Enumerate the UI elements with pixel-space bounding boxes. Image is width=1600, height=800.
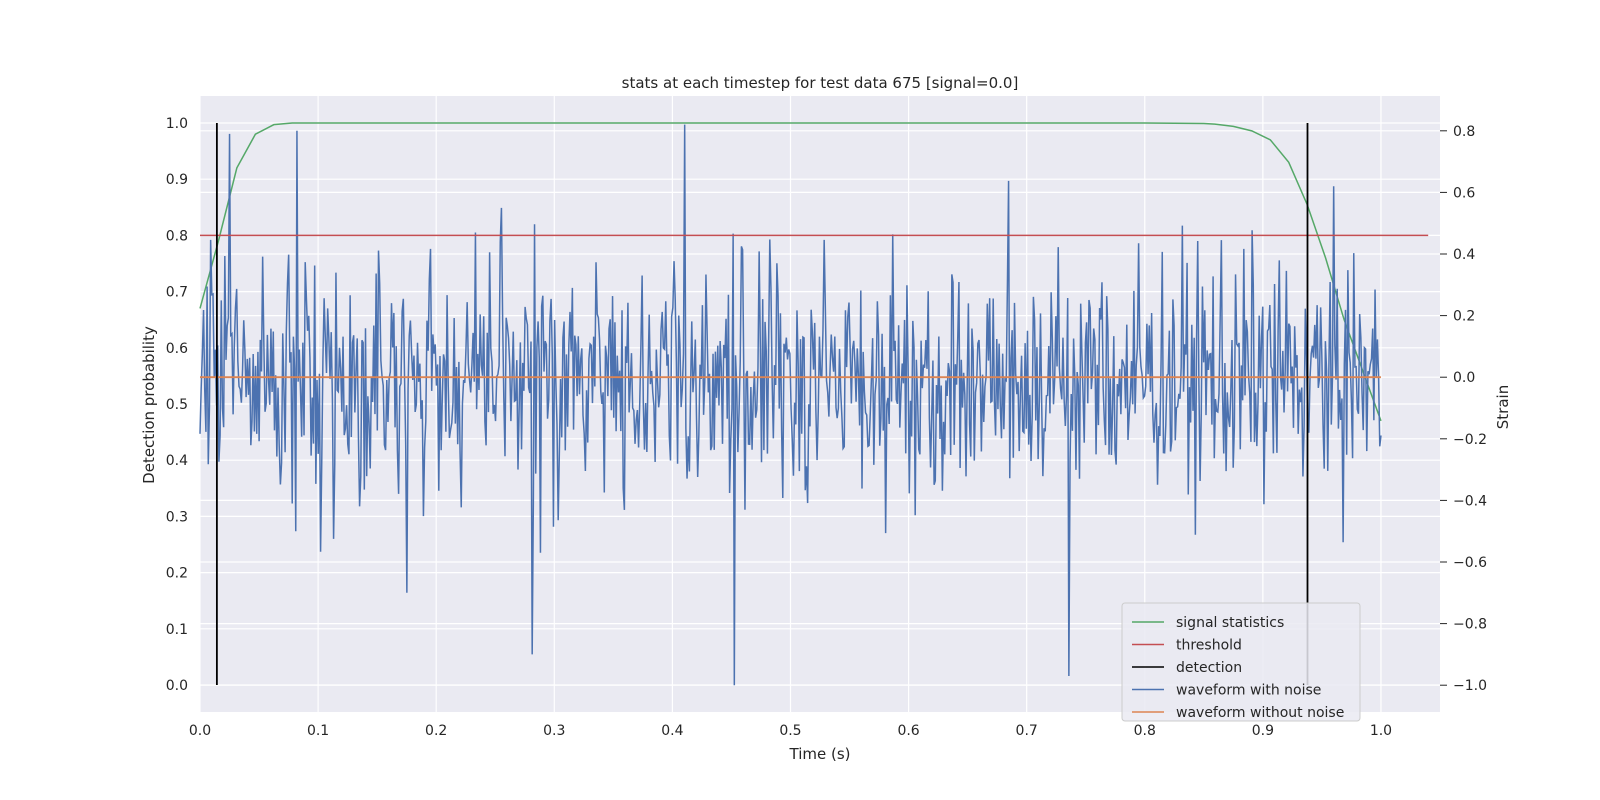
x-tick-label: 0.6 <box>897 723 919 739</box>
y-left-tick-label: 0.4 <box>166 453 188 469</box>
legend-label: waveform with noise <box>1176 683 1321 699</box>
y-right-tick-label: 0.8 <box>1453 124 1475 140</box>
x-tick-label: 0.2 <box>425 723 447 739</box>
y-axis-left-label: Detection probability <box>140 326 158 484</box>
y-right-tick-label: 0.0 <box>1453 370 1475 386</box>
y-left-tick-label: 1.0 <box>166 116 188 132</box>
y-left-tick-label: 0.9 <box>166 172 188 188</box>
y-left-tick-label: 0.7 <box>166 285 188 301</box>
y-right-tick-label: 0.2 <box>1453 309 1475 325</box>
legend-label: detection <box>1176 660 1242 676</box>
y-left-tick-label: 0.5 <box>166 397 188 413</box>
y-left-tick-label: 0.2 <box>166 566 188 582</box>
ticks-layer: 0.0 0.1 0.2 0.3 0.4 0.5 0.6 0.7 0.8 0.9 1.0 0.0 0.1 0… <box>166 116 1487 739</box>
x-tick-label: 0.5 <box>779 723 801 739</box>
y-left-tick-label: 0.1 <box>166 622 188 638</box>
legend: signal statistics threshold detection wavef… <box>1121 602 1361 722</box>
x-tick-label: 1.0 <box>1370 723 1392 739</box>
legend-label: signal statistics <box>1176 615 1284 631</box>
legend-label: threshold <box>1176 638 1242 654</box>
y-right-tick-label: −1.0 <box>1453 678 1487 694</box>
chart-title: stats at each timestep for test data 675… <box>622 74 1019 92</box>
waveform-with-noise-line <box>199 124 1382 686</box>
y-right-tick-label: −0.2 <box>1453 432 1487 448</box>
y-left-tick-label: 0.8 <box>166 228 188 244</box>
x-tick-label: 0.3 <box>543 723 565 739</box>
y-right-tick-label: 0.4 <box>1453 247 1475 263</box>
y-left-tick-label: 0.3 <box>166 509 188 525</box>
y-right-tick-label: −0.8 <box>1453 617 1487 633</box>
y-axis-right-label: Strain <box>1494 385 1512 429</box>
x-tick-label: 0.4 <box>661 723 683 739</box>
x-tick-label: 0.8 <box>1134 723 1156 739</box>
x-axis-label: Time (s) <box>789 745 851 763</box>
y-left-tick-label: 0.6 <box>166 341 188 357</box>
legend-box <box>1121 602 1361 722</box>
y-left-tick-label: 0.0 <box>166 678 188 694</box>
series-layer <box>199 122 1429 686</box>
y-right-tick-label: −0.6 <box>1453 555 1487 571</box>
x-tick-label: 0.9 <box>1252 723 1274 739</box>
x-tick-label: 0.1 <box>307 723 329 739</box>
legend-label: waveform without noise <box>1176 705 1344 721</box>
x-tick-label: 0.0 <box>189 723 211 739</box>
y-right-tick-label: 0.6 <box>1453 185 1475 201</box>
y-right-tick-label: −0.4 <box>1453 493 1487 509</box>
signal-statistics-line <box>199 122 1382 422</box>
x-tick-label: 0.7 <box>1016 723 1038 739</box>
